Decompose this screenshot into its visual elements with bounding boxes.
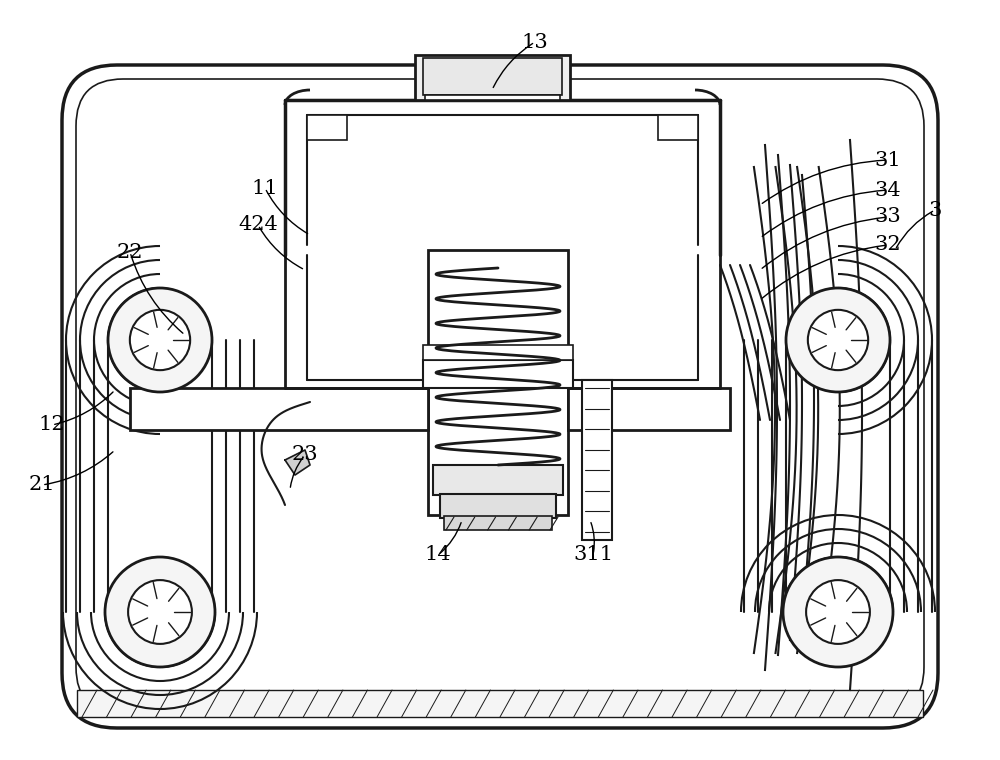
Circle shape	[130, 310, 190, 370]
Text: 32: 32	[875, 236, 901, 255]
Bar	[423, 360, 573, 388]
Bar	[658, 115, 698, 140]
Bar	[440, 494, 556, 518]
Bar	[307, 115, 347, 140]
Bar	[582, 380, 612, 540]
Bar	[423, 345, 573, 360]
Circle shape	[808, 310, 868, 370]
Bar	[444, 516, 552, 530]
Text: 3: 3	[928, 201, 942, 220]
Circle shape	[806, 580, 870, 644]
Text: 23: 23	[292, 445, 318, 464]
Text: 11: 11	[252, 179, 278, 198]
Text: 31: 31	[875, 150, 901, 169]
Text: 13: 13	[522, 33, 548, 52]
Circle shape	[108, 288, 212, 392]
Bar	[415, 55, 570, 100]
Circle shape	[783, 557, 893, 667]
Bar	[130, 388, 428, 430]
Text: 21: 21	[29, 476, 55, 495]
Text: 14: 14	[425, 546, 451, 565]
Text: 22: 22	[117, 242, 143, 261]
Text: 33: 33	[875, 207, 901, 226]
Circle shape	[128, 580, 192, 644]
Circle shape	[105, 557, 215, 667]
Text: 12: 12	[39, 416, 65, 435]
FancyBboxPatch shape	[62, 65, 938, 728]
Text: 424: 424	[238, 216, 278, 235]
Bar	[568, 388, 730, 430]
Text: 34: 34	[875, 181, 901, 200]
Bar	[77, 690, 923, 717]
Text: 311: 311	[573, 546, 613, 565]
Circle shape	[786, 288, 890, 392]
Polygon shape	[285, 450, 310, 475]
Bar	[428, 250, 568, 515]
Bar	[423, 58, 562, 95]
Bar	[425, 95, 560, 100]
Bar	[433, 465, 563, 495]
